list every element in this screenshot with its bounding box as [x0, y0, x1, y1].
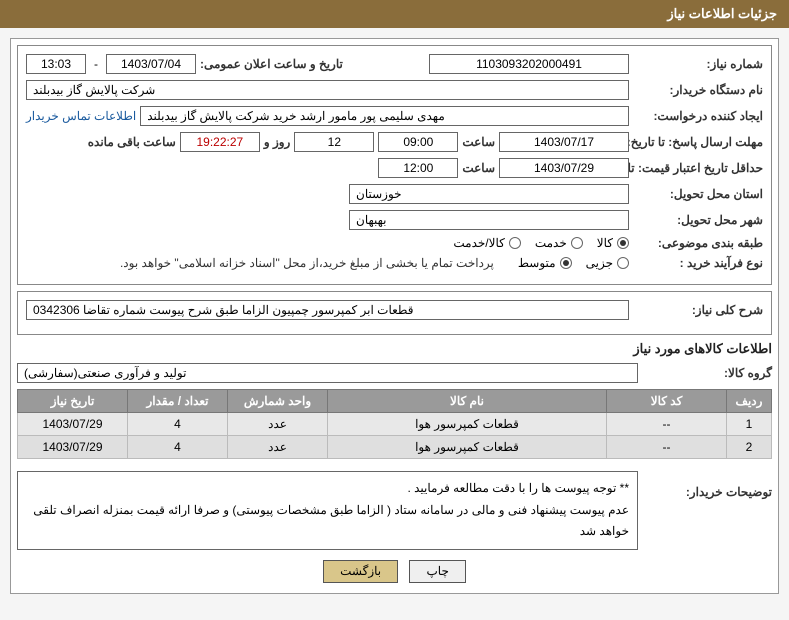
th-unit: واحد شمارش	[228, 390, 328, 413]
label-deadline-time: ساعت	[462, 135, 495, 149]
radio-minor	[617, 257, 629, 269]
label-group: گروه کالا:	[642, 366, 772, 380]
table-cell: 1403/07/29	[18, 436, 128, 459]
radio-group-process: جزیی متوسط	[518, 256, 629, 270]
buyer-desc-line2: عدم پیوست پیشنهاد فنی و مالی در سامانه س…	[26, 500, 629, 543]
row-summary: شرح کلی نیاز: قطعات ابر کمپرسور چمپیون ا…	[26, 300, 763, 320]
radio-medium	[560, 257, 572, 269]
th-code: کد کالا	[607, 390, 727, 413]
field-province: خوزستان	[349, 184, 629, 204]
field-deadline-date: 1403/07/17	[499, 132, 629, 152]
table-cell: عدد	[228, 413, 328, 436]
row-province: استان محل تحویل: خوزستان	[26, 184, 763, 204]
label-province: استان محل تحویل:	[633, 187, 763, 201]
field-days-remaining: 12	[294, 132, 374, 152]
label-validity-time: ساعت	[462, 161, 495, 175]
dash-announce: -	[90, 57, 102, 71]
radio-service	[571, 237, 583, 249]
field-deadline-time: 09:00	[378, 132, 458, 152]
field-group: تولید و فرآوری صنعتی(سفارشی)	[17, 363, 638, 383]
summary-panel: شرح کلی نیاز: قطعات ابر کمپرسور چمپیون ا…	[17, 291, 772, 335]
row-buyer-org: نام دستگاه خریدار: شرکت پالایش گاز بیدبل…	[26, 80, 763, 100]
table-header-row: ردیف کد کالا نام کالا واحد شمارش تعداد /…	[18, 390, 772, 413]
label-city: شهر محل تحویل:	[633, 213, 763, 227]
radio-item-both[interactable]: کالا/خدمت	[453, 236, 520, 250]
field-requester: مهدی سلیمی پور مامور ارشد خرید شرکت پالا…	[140, 106, 629, 126]
items-table: ردیف کد کالا نام کالا واحد شمارش تعداد /…	[17, 389, 772, 459]
row-buyer-desc: توضیحات خریدار: ** توجه پیوست ها را با د…	[17, 467, 772, 550]
radio-item-goods[interactable]: کالا	[597, 236, 629, 250]
row-validity: حداقل تاریخ اعتبار قیمت: تا تاریخ: 1403/…	[26, 158, 763, 178]
radio-item-service[interactable]: خدمت	[535, 236, 583, 250]
field-req-number: 1103093202000491	[429, 54, 629, 74]
label-announce: تاریخ و ساعت اعلان عمومی:	[200, 57, 343, 71]
row-req-number: شماره نیاز: 1103093202000491 تاریخ و ساع…	[26, 54, 763, 74]
label-summary: شرح کلی نیاز:	[633, 303, 763, 317]
table-row: 2--قطعات کمپرسور هواعدد41403/07/29	[18, 436, 772, 459]
label-days: روز و	[264, 135, 291, 149]
row-process: نوع فرآیند خرید : جزیی متوسط پرداخت تمام…	[26, 256, 763, 270]
radio-item-medium[interactable]: متوسط	[518, 256, 572, 270]
row-category: طبقه بندی موضوعی: کالا خدمت کالا/خدمت	[26, 236, 763, 250]
table-cell: عدد	[228, 436, 328, 459]
form-panel: شماره نیاز: 1103093202000491 تاریخ و ساع…	[17, 45, 772, 285]
row-group: گروه کالا: تولید و فرآوری صنعتی(سفارشی)	[17, 363, 772, 383]
field-summary: قطعات ابر کمپرسور چمپیون الزاما طبق شرح …	[26, 300, 629, 320]
main-container: شماره نیاز: 1103093202000491 تاریخ و ساع…	[10, 38, 779, 594]
th-date: تاریخ نیاز	[18, 390, 128, 413]
button-row: چاپ بازگشت	[17, 560, 772, 583]
row-requester: ایجاد کننده درخواست: مهدی سلیمی پور مامو…	[26, 106, 763, 126]
radio-both	[509, 237, 521, 249]
field-countdown: 19:22:27	[180, 132, 260, 152]
radio-group-category: کالا خدمت کالا/خدمت	[453, 236, 629, 250]
link-buyer-contact[interactable]: اطلاعات تماس خریدار	[26, 109, 136, 123]
table-row: 1--قطعات کمپرسور هواعدد41403/07/29	[18, 413, 772, 436]
table-cell: 1	[727, 413, 772, 436]
label-buyer-desc: توضیحات خریدار:	[642, 467, 772, 499]
field-announce-time: 13:03	[26, 54, 86, 74]
th-qty: تعداد / مقدار	[128, 390, 228, 413]
field-city: بهبهان	[349, 210, 629, 230]
th-row: ردیف	[727, 390, 772, 413]
table-cell: 2	[727, 436, 772, 459]
label-req-number: شماره نیاز:	[633, 57, 763, 71]
field-validity-time: 12:00	[378, 158, 458, 178]
page-title: جزئیات اطلاعات نیاز	[667, 6, 777, 21]
field-announce-date: 1403/07/04	[106, 54, 196, 74]
radio-item-minor[interactable]: جزیی	[586, 256, 629, 270]
label-requester: ایجاد کننده درخواست:	[633, 109, 763, 123]
label-deadline: مهلت ارسال پاسخ: تا تاریخ:	[633, 135, 763, 149]
radio-goods	[617, 237, 629, 249]
table-cell: --	[607, 436, 727, 459]
label-remain: ساعت باقی مانده	[88, 135, 176, 149]
table-cell: --	[607, 413, 727, 436]
table-cell: 4	[128, 413, 228, 436]
table-cell: 4	[128, 436, 228, 459]
row-city: شهر محل تحویل: بهبهان	[26, 210, 763, 230]
page-header: جزئیات اطلاعات نیاز	[0, 0, 789, 28]
label-category: طبقه بندی موضوعی:	[633, 236, 763, 250]
process-note: پرداخت تمام یا بخشی از مبلغ خرید،از محل …	[120, 256, 494, 270]
row-deadline: مهلت ارسال پاسخ: تا تاریخ: 1403/07/17 سا…	[26, 132, 763, 152]
label-buyer-org: نام دستگاه خریدار:	[633, 83, 763, 97]
print-button[interactable]: چاپ	[409, 560, 465, 583]
table-cell: قطعات کمپرسور هوا	[328, 413, 607, 436]
label-process: نوع فرآیند خرید :	[633, 256, 763, 270]
back-button[interactable]: بازگشت	[323, 560, 398, 583]
buyer-desc-box: ** توجه پیوست ها را با دقت مطالعه فرمایی…	[17, 471, 638, 550]
table-cell: قطعات کمپرسور هوا	[328, 436, 607, 459]
table-cell: 1403/07/29	[18, 413, 128, 436]
goods-section-title: اطلاعات کالاهای مورد نیاز	[17, 341, 772, 357]
th-name: نام کالا	[328, 390, 607, 413]
field-validity-date: 1403/07/29	[499, 158, 629, 178]
field-buyer-org: شرکت پالایش گاز بیدبلند	[26, 80, 629, 100]
label-validity: حداقل تاریخ اعتبار قیمت: تا تاریخ:	[633, 161, 763, 175]
buyer-desc-line1: ** توجه پیوست ها را با دقت مطالعه فرمایی…	[26, 478, 629, 500]
